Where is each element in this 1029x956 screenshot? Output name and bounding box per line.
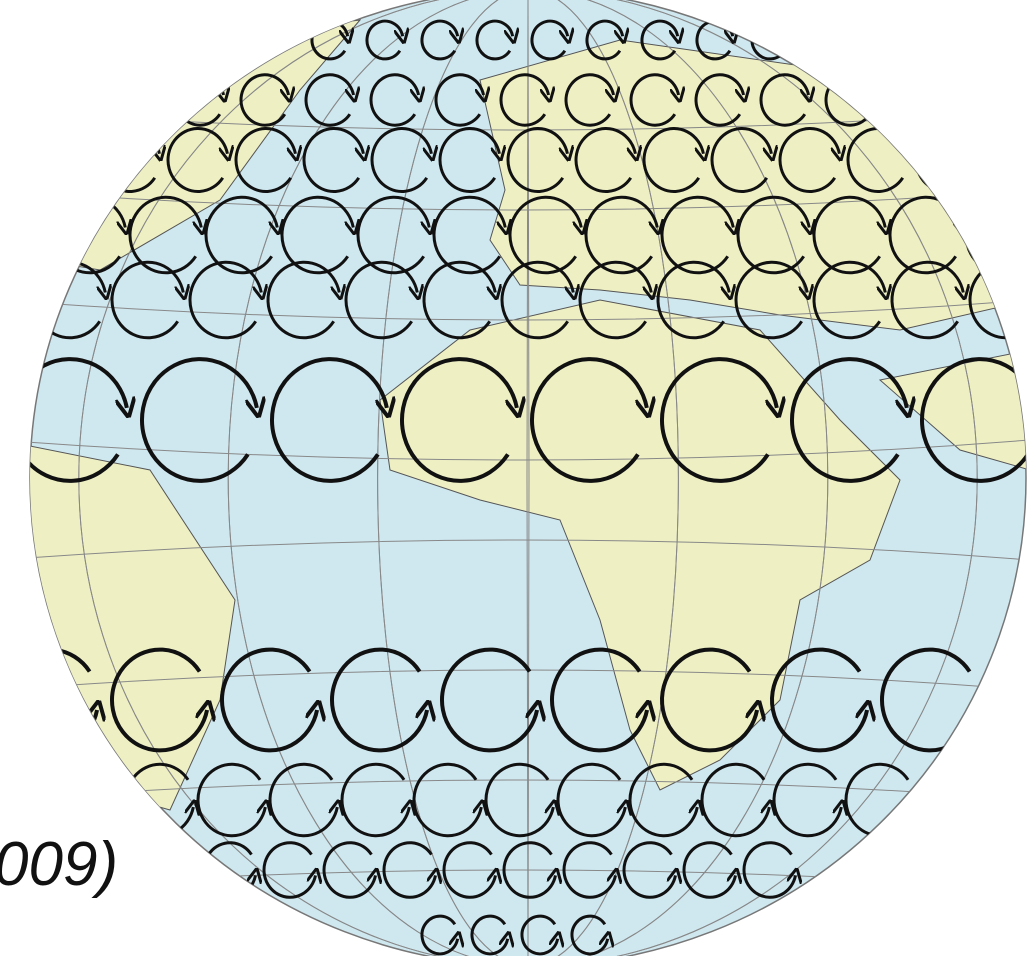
gyre (778, 127, 839, 193)
gyre (812, 260, 885, 340)
gyre (736, 195, 809, 275)
gyre (964, 195, 1026, 275)
gyre (302, 127, 363, 193)
gyre (790, 357, 907, 483)
gyre (682, 841, 735, 899)
gyre (562, 841, 615, 899)
gyre (234, 127, 295, 193)
gyre (742, 841, 795, 899)
gyre (578, 260, 651, 340)
gyre (266, 260, 339, 340)
gyre (220, 647, 317, 753)
gyre (304, 73, 354, 127)
parallel (30, 539, 1026, 561)
gyre (570, 914, 608, 956)
gyre (530, 19, 568, 61)
gyre (508, 195, 581, 275)
gyre (270, 357, 387, 483)
gyre (889, 73, 939, 127)
gyre (502, 841, 555, 899)
gyre (759, 73, 809, 127)
gyre (420, 914, 458, 956)
gyre (420, 19, 458, 61)
gyre (506, 127, 567, 193)
gyre (734, 260, 807, 340)
meridian (377, 0, 679, 956)
gyre (268, 762, 337, 838)
gyre (369, 73, 419, 127)
gyre (110, 260, 183, 340)
gyre (585, 19, 623, 61)
gyre (442, 841, 495, 899)
parallel (30, 669, 1026, 691)
gyre (166, 127, 227, 193)
gyre (564, 73, 614, 127)
gyre (660, 357, 777, 483)
gyre (412, 762, 481, 838)
gyre (382, 841, 435, 899)
gyre (660, 195, 733, 275)
gyre (330, 647, 427, 753)
africa (379, 299, 901, 791)
gyre (422, 260, 495, 340)
gyre (550, 647, 647, 753)
gyre (356, 195, 429, 275)
parallel (30, 439, 1026, 461)
gyre (475, 19, 513, 61)
gyre (188, 260, 261, 340)
meridian (78, 0, 978, 956)
gyre (642, 127, 703, 193)
gyre (365, 19, 403, 61)
gyre (280, 195, 353, 275)
gyre (499, 73, 549, 127)
gyre (370, 127, 431, 193)
gyre (629, 73, 679, 127)
gyre (432, 195, 505, 275)
gyre (438, 127, 499, 193)
gyre (484, 762, 553, 838)
gyre (770, 647, 867, 753)
gyre (556, 762, 625, 838)
gyre (400, 357, 517, 483)
gyre (660, 647, 757, 753)
gyre (890, 260, 963, 340)
gyre (434, 73, 484, 127)
gyre (239, 73, 289, 127)
gyre (574, 127, 635, 193)
gyre (710, 127, 771, 193)
gyre (322, 841, 375, 899)
gyre (622, 841, 675, 899)
parallel (30, 779, 1026, 801)
gyre (470, 914, 508, 956)
south-america (30, 439, 236, 811)
gyre (920, 357, 1026, 483)
gyre (30, 647, 97, 753)
gyre (440, 647, 537, 753)
gyre (640, 19, 678, 61)
gyre (340, 762, 409, 838)
gyre (262, 841, 315, 899)
gyre (584, 195, 657, 275)
gyre (344, 260, 417, 340)
meridian (526, 0, 530, 956)
gyre (140, 357, 257, 483)
gyre (110, 647, 207, 753)
gyre (530, 357, 647, 483)
gyre (628, 762, 697, 838)
gyre (30, 357, 127, 483)
europe (479, 39, 1026, 331)
gyre (196, 762, 265, 838)
gyre (656, 260, 729, 340)
parallel (30, 299, 1026, 321)
gyre (204, 195, 277, 275)
gyre (520, 914, 558, 956)
gyre (772, 762, 841, 838)
caption: 009) (0, 830, 118, 899)
gyre (694, 73, 744, 127)
gyre (700, 762, 769, 838)
gyre (812, 195, 885, 275)
gyre (500, 260, 573, 340)
